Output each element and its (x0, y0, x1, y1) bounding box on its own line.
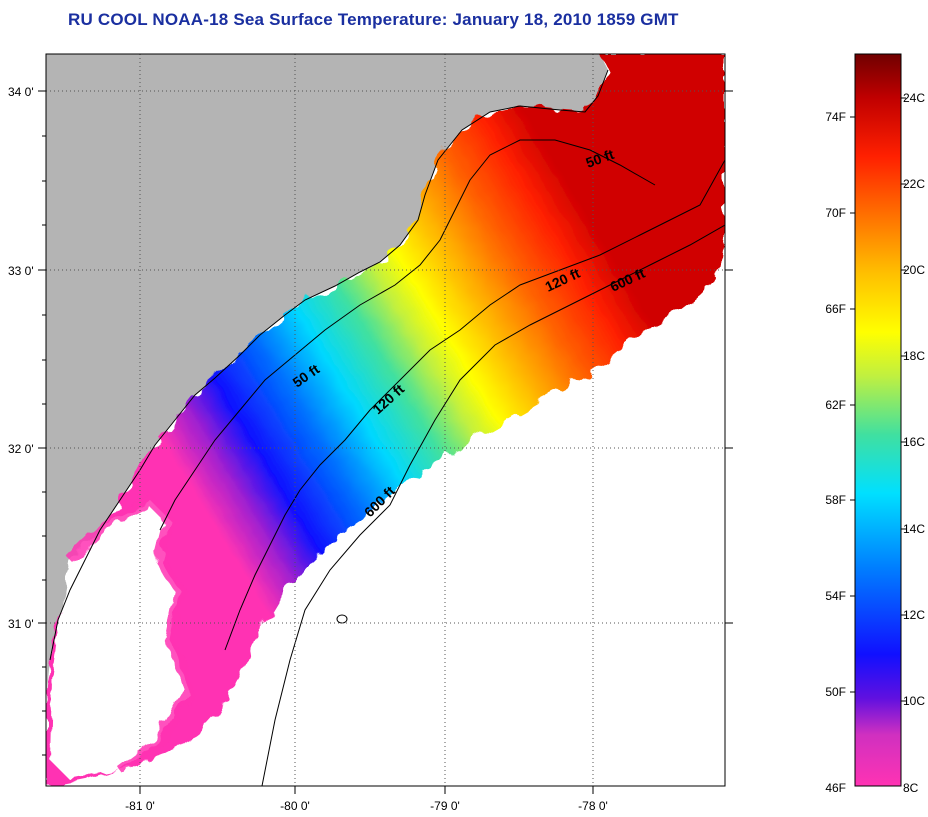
land-mass (46, 54, 608, 700)
celsius-label: 12C (903, 608, 925, 622)
lat-tick-label: 31 0' (8, 617, 34, 631)
fahrenheit-label: 66F (825, 302, 846, 316)
fahrenheit-label: 74F (825, 110, 846, 124)
fahrenheit-label: 62F (825, 398, 846, 412)
lat-tick-label: 32 0' (8, 442, 34, 456)
cloud-mask-offshore (210, 290, 725, 786)
lon-tick-label: -78 0' (578, 799, 608, 813)
isobath-600ft (261, 224, 725, 786)
lon-tick-label: -81 0' (125, 799, 155, 813)
sst-field (46, 54, 725, 786)
fahrenheit-label: 50F (825, 685, 846, 699)
lon-tick-label: -79 0' (430, 799, 460, 813)
celsius-label: 22C (903, 177, 925, 191)
map-area[interactable]: 50 ft 50 ft 120 ft 120 ft 600 ft 600 ft (46, 54, 725, 786)
celsius-label: 24C (903, 91, 925, 105)
celsius-label: 14C (903, 522, 925, 536)
fahrenheit-label: 58F (825, 493, 846, 507)
isobath-50ft (159, 139, 656, 531)
cloud-mask-south (50, 500, 190, 780)
lat-tick-label: 33 0' (8, 264, 34, 278)
celsius-label: 8C (903, 781, 919, 795)
color-scale: 74F 70F 66F 62F 58F 54F 50F 46F 24C 22C … (825, 53, 925, 795)
map-frame (45, 53, 726, 787)
map-title: RU COOL NOAA-18 Sea Surface Temperature:… (68, 10, 679, 29)
fahrenheit-label: 54F (825, 589, 846, 603)
celsius-label: 18C (903, 349, 925, 363)
axis-ticks (38, 90, 733, 794)
pink-fringe-south (66, 493, 196, 774)
celsius-label: 10C (903, 694, 925, 708)
color-scale-bar (854, 53, 902, 787)
coastline (49, 69, 609, 661)
celsius-label: 20C (903, 263, 925, 277)
fahrenheit-label: 46F (825, 781, 846, 795)
fahrenheit-label: 70F (825, 206, 846, 220)
lon-tick-label: -80 0' (280, 799, 310, 813)
celsius-label: 16C (903, 435, 925, 449)
lat-tick-label: 34 0' (8, 85, 34, 99)
isobath-120ft (224, 159, 725, 651)
